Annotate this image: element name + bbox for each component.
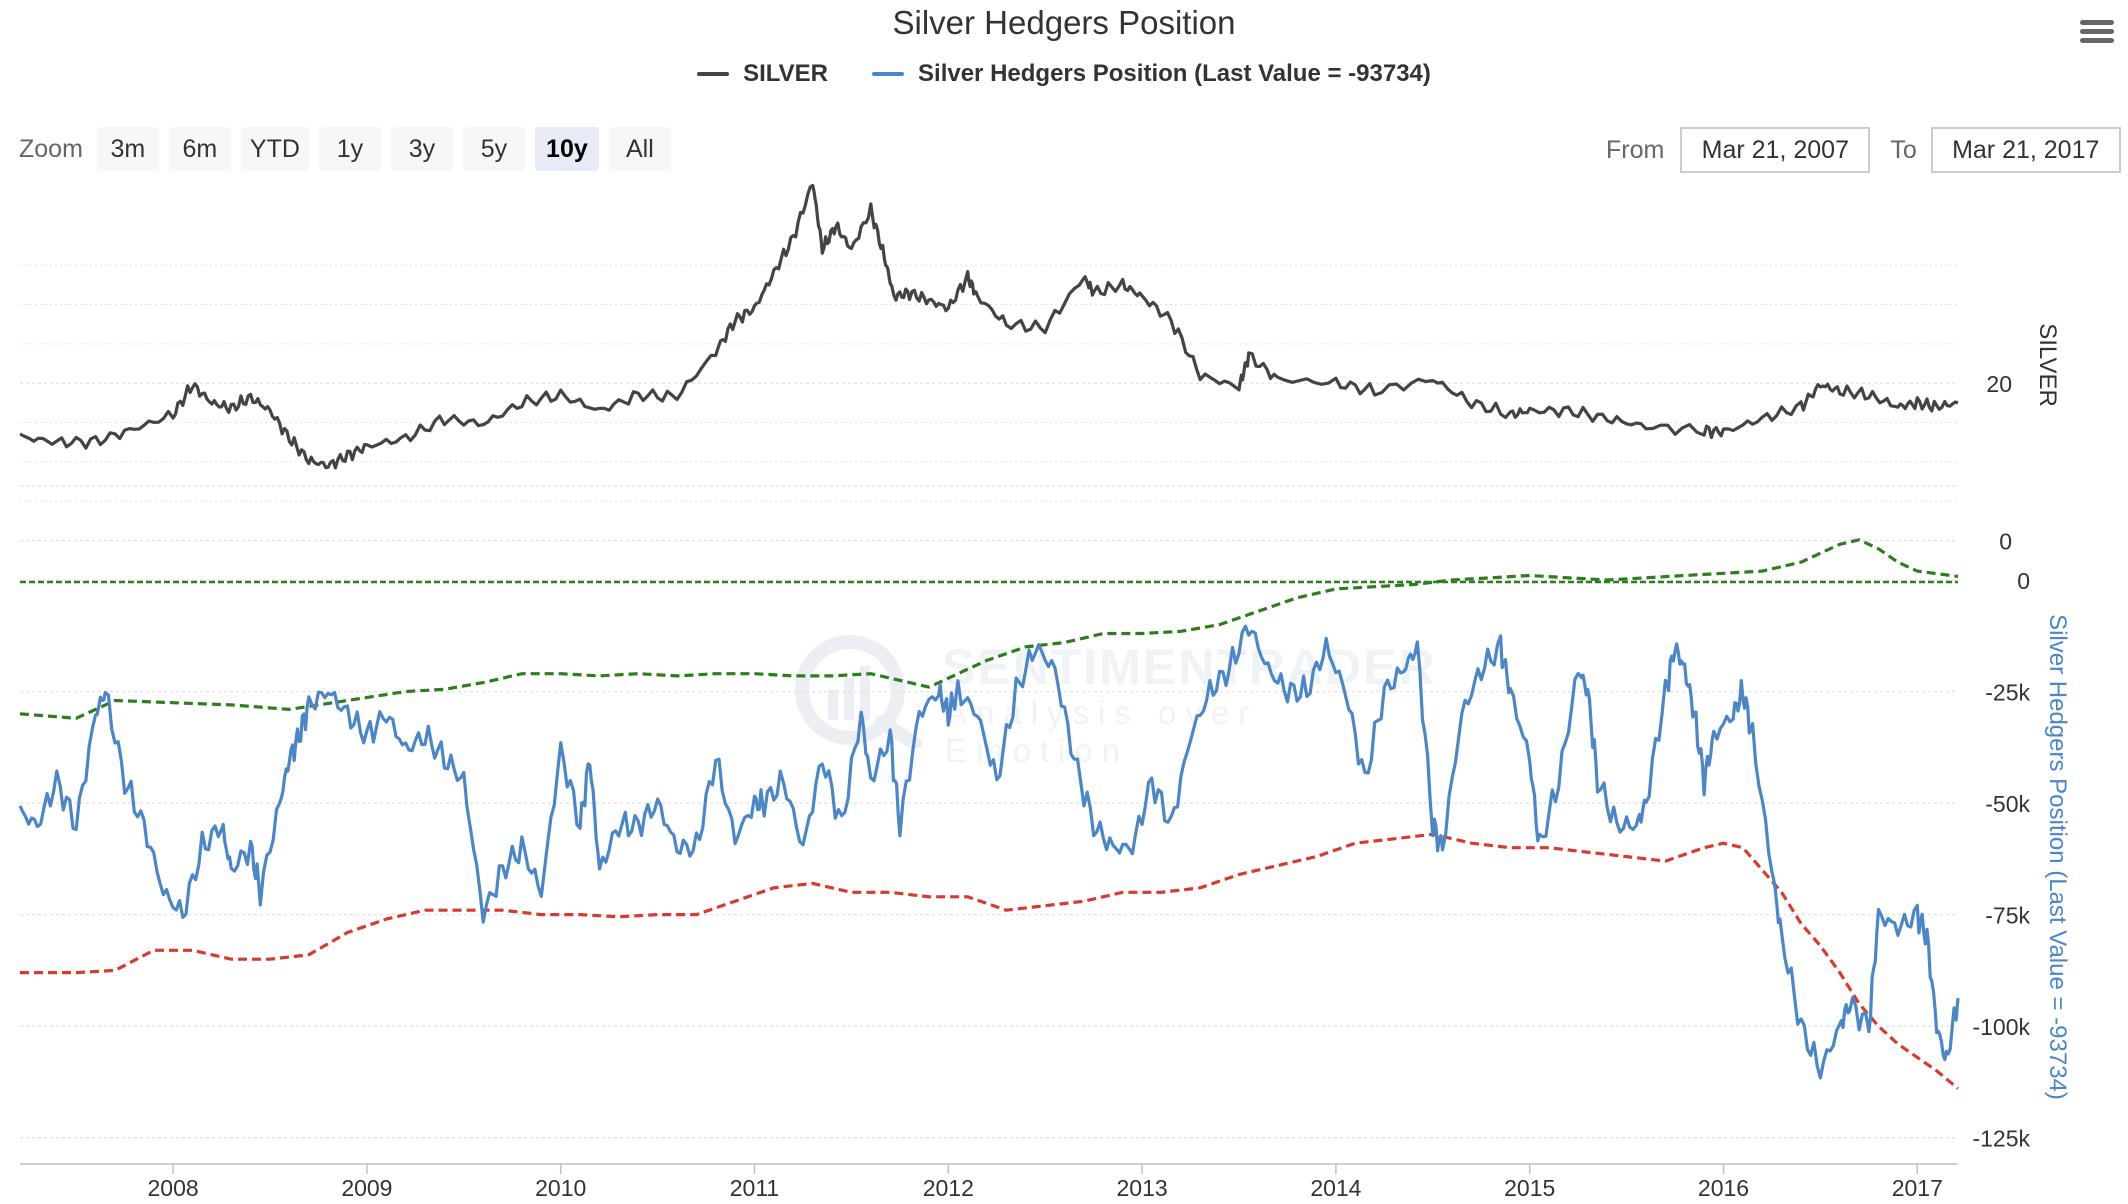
zoom-label: Zoom	[19, 134, 83, 163]
x-axis-tick-label: 2015	[1504, 1175, 1555, 1201]
legend-label-silver: SILVER	[743, 60, 829, 87]
x-axis-tick-label: 2009	[341, 1175, 392, 1201]
legend-swatch-hedgers	[872, 72, 905, 76]
zoom-button-ytd[interactable]: YTD	[240, 127, 309, 171]
range-from-input[interactable]: Mar 21, 2007	[1680, 127, 1871, 173]
hamburger-menu-icon[interactable]	[2078, 16, 2116, 52]
legend-item-silver[interactable]: SILVER	[697, 60, 828, 88]
hedgers-tick-label: 0	[2017, 568, 2030, 594]
watermark-tagline: Analysis over Emotion	[945, 694, 1259, 769]
watermark-logo-icon	[795, 635, 922, 751]
hedgers-tick-label: -25k	[1985, 680, 2030, 706]
zoom-button-10y[interactable]: 10y	[534, 127, 599, 171]
x-axis-tick-label: 2017	[1892, 1175, 1943, 1201]
legend-label-hedgers: Silver Hedgers Position (Last Value = -9…	[918, 60, 1431, 87]
hedgers-axis-title: Silver Hedgers Position (Last Value = -9…	[2044, 614, 2071, 1100]
chart-title: Silver Hedgers Position	[892, 4, 1236, 41]
zoom-button-6m[interactable]: 6m	[168, 127, 231, 171]
zoom-button-5y[interactable]: 5y	[462, 127, 525, 171]
silver-tick-label: 20	[1986, 371, 2012, 397]
zoom-button-3y[interactable]: 3y	[390, 127, 453, 171]
hedgers-series-line	[18, 624, 1960, 1080]
legend-swatch-silver	[697, 72, 730, 76]
range-to-label: To	[1890, 135, 1917, 164]
hedgers-tick-label: -75k	[1985, 903, 2030, 929]
zoom-button-1y[interactable]: 1y	[318, 127, 381, 171]
hedgers-tick-label: -125k	[1972, 1126, 2030, 1152]
x-axis-tick-label: 2016	[1698, 1175, 1749, 1201]
silver-series-line	[19, 183, 1959, 470]
zoom-selector: Zoom 3m 6m YTD 1y 3y 5y 10y All	[19, 127, 671, 171]
x-axis-tick-label: 2010	[535, 1175, 586, 1201]
range-from-label: From	[1606, 135, 1665, 164]
chart-legend: SILVER Silver Hedgers Position (Last Val…	[0, 60, 2128, 88]
range-to-input[interactable]: Mar 21, 2017	[1930, 127, 2121, 173]
x-axis-tick-label: 2014	[1310, 1175, 1361, 1201]
upper-band-line	[19, 538, 1959, 720]
x-axis-tick-label: 2011	[730, 1175, 779, 1201]
hedgers-tick-label: -100k	[1972, 1014, 2030, 1040]
lower-band-line	[20, 832, 1960, 1090]
date-range: From Mar 21, 2007 To Mar 21, 2017	[1606, 127, 2121, 173]
zoom-button-all[interactable]: All	[608, 127, 671, 171]
zoom-button-3m[interactable]: 3m	[96, 127, 159, 171]
silver-tick-label: 0	[1999, 529, 2012, 555]
x-axis-tick-label: 2013	[1117, 1175, 1168, 1201]
silver-axis-title: SILVER	[2034, 323, 2061, 407]
x-axis-tick-label: 2012	[923, 1175, 974, 1201]
x-axis-tick-label: 2008	[148, 1175, 199, 1201]
legend-item-hedgers[interactable]: Silver Hedgers Position (Last Value = -9…	[872, 60, 1431, 88]
hedgers-tick-label: -50k	[1985, 791, 2030, 817]
